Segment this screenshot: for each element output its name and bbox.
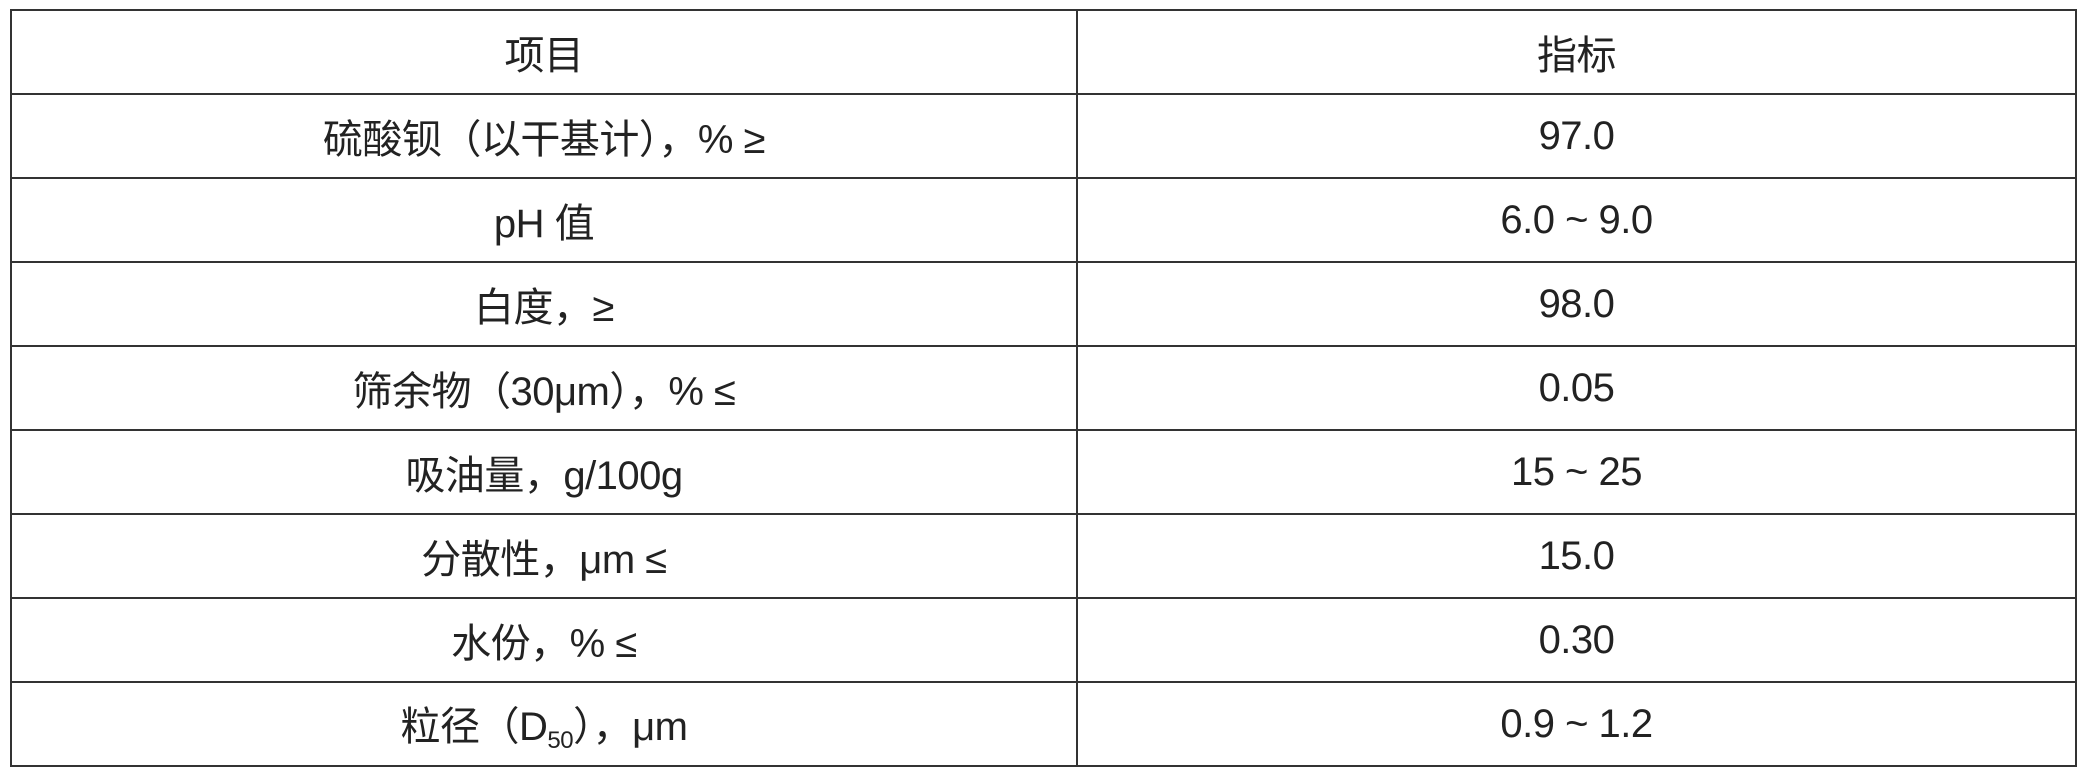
table-row: 粒径（D50），μm 0.9 ~ 1.2 (10, 681, 2077, 767)
item-cell: 白度，≥ (10, 261, 1078, 347)
item-cell: pH 值 (10, 177, 1078, 263)
table-row: pH 值 6.0 ~ 9.0 (10, 177, 2077, 263)
spec-table: 项目 指标 硫酸钡（以干基计），% ≥ 97.0 pH 值 6.0 ~ 9.0 … (10, 9, 2077, 767)
item-cell: 水份，% ≤ (10, 597, 1078, 683)
value-cell: 98.0 (1076, 261, 2077, 347)
table-row: 水份，% ≤ 0.30 (10, 597, 2077, 683)
item-subscript: 50 (547, 726, 574, 754)
item-cell: 硫酸钡（以干基计），% ≥ (10, 93, 1078, 179)
value-cell: 0.05 (1076, 345, 2077, 431)
value-cell: 15.0 (1076, 513, 2077, 599)
value-cell: 97.0 (1076, 93, 2077, 179)
table-row: 分散性，μm ≤ 15.0 (10, 513, 2077, 599)
item-cell: 粒径（D50），μm (10, 681, 1078, 767)
table-row: 筛余物（30μm），% ≤ 0.05 (10, 345, 2077, 431)
item-suffix: ），μm (573, 704, 688, 749)
value-cell: 0.9 ~ 1.2 (1076, 681, 2077, 767)
header-row: 项目 指标 (10, 9, 2077, 95)
table-row: 吸油量，g/100g 15 ~ 25 (10, 429, 2077, 515)
item-prefix: 粒径（D (400, 704, 548, 749)
value-cell: 15 ~ 25 (1076, 429, 2077, 515)
item-cell: 吸油量，g/100g (10, 429, 1078, 515)
item-cell: 筛余物（30μm），% ≤ (10, 345, 1078, 431)
value-cell: 6.0 ~ 9.0 (1076, 177, 2077, 263)
table-row: 硫酸钡（以干基计），% ≥ 97.0 (10, 93, 2077, 179)
item-cell: 分散性，μm ≤ (10, 513, 1078, 599)
value-cell: 0.30 (1076, 597, 2077, 683)
header-item: 项目 (10, 9, 1078, 95)
table-row: 白度，≥ 98.0 (10, 261, 2077, 347)
header-value: 指标 (1076, 9, 2077, 95)
